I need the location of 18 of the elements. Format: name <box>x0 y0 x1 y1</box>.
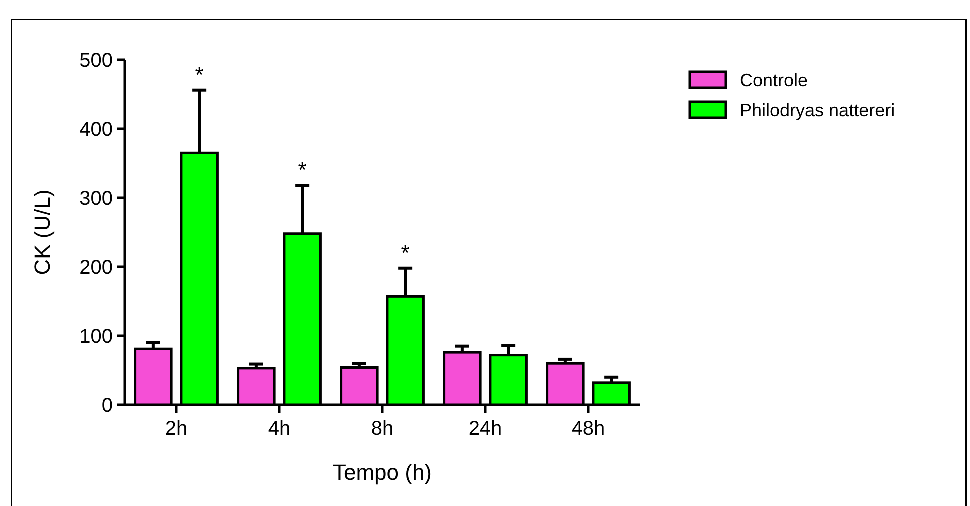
x-tick-label: 48h <box>572 418 606 440</box>
annotation: * <box>195 62 204 88</box>
legend-label: Controle <box>740 70 808 90</box>
annotation: * <box>401 240 410 266</box>
y-axis-title: CK (U/L) <box>30 190 55 276</box>
x-tick-label: 24h <box>468 418 502 440</box>
y-tick-label: 100 <box>80 326 113 348</box>
x-axis-title: Tempo (h) <box>332 460 432 485</box>
y-tick-label: 300 <box>80 188 113 210</box>
y-tick-label: 400 <box>80 119 113 141</box>
x-tick-label: 2h <box>165 418 188 440</box>
legend-label: Philodryas nattereri <box>740 100 896 120</box>
annotation: * <box>298 158 308 183</box>
y-tick-label: 0 <box>102 395 113 417</box>
x-tick-label: 4h <box>268 418 291 440</box>
x-tick-label: 8h <box>371 418 394 440</box>
y-tick-label: 200 <box>80 257 113 279</box>
y-tick-label: 500 <box>80 50 113 72</box>
